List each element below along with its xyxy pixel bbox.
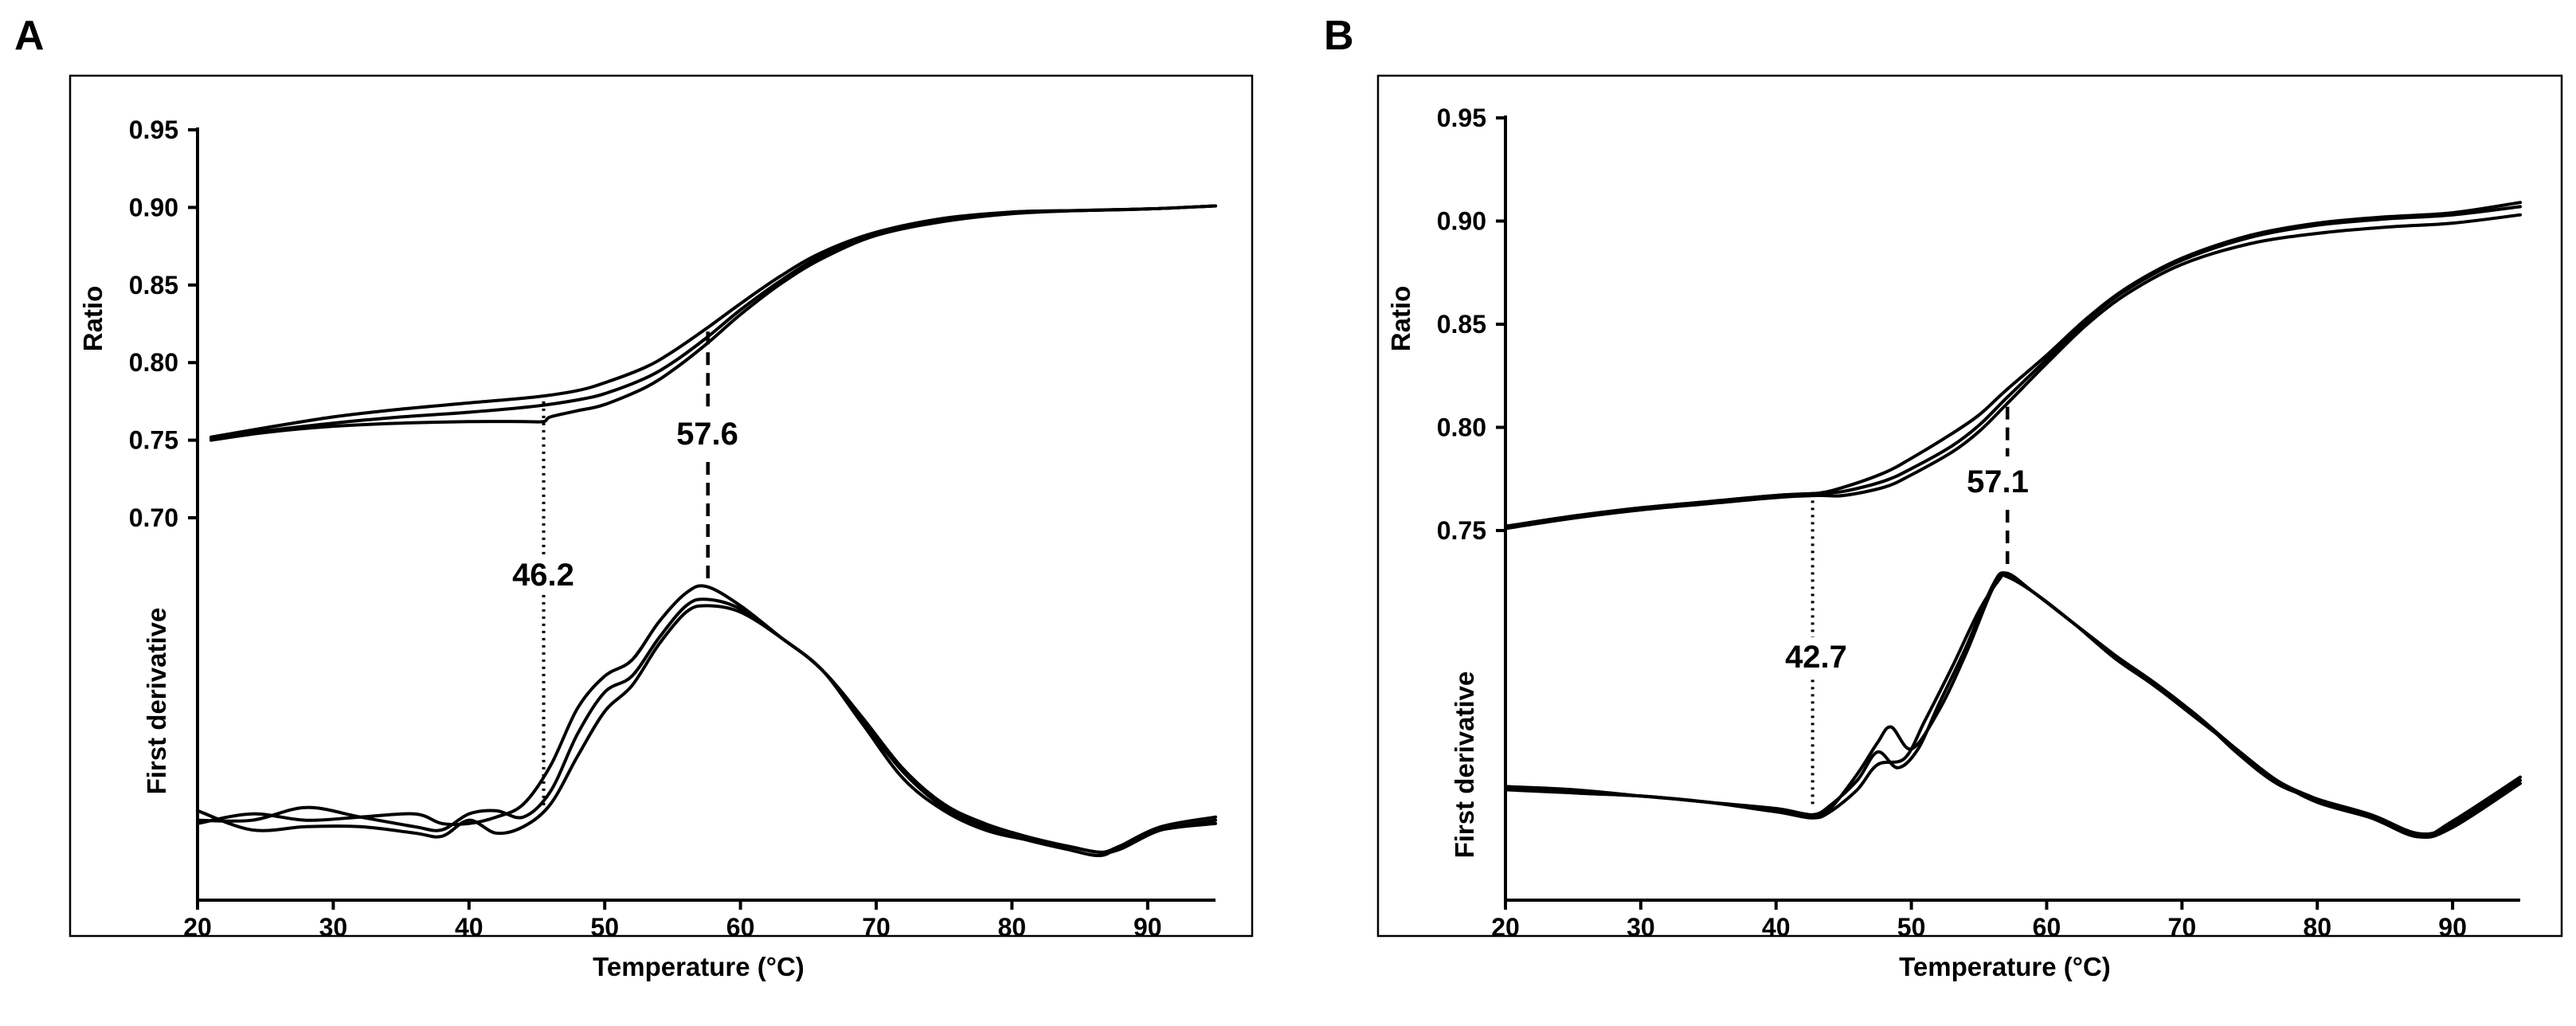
y-tick-label: 0.85 — [129, 271, 178, 300]
x-tick-label: 50 — [1897, 913, 1926, 942]
derivative-line-2 — [196, 597, 1217, 858]
annotation-bg — [505, 555, 581, 593]
annotation-bg — [1778, 637, 1854, 676]
chart-panel-b: B 20 30 40 50 60 70 80 90 0.95 0.90 0.85 0.80 0.75 Tem… — [1324, 13, 2563, 981]
x-axis-label: Temperature (°C) — [1899, 952, 2111, 981]
derivative-line-1 — [196, 584, 1217, 854]
ratio-line-1 — [209, 204, 1217, 439]
x-tick-label: 20 — [183, 913, 212, 942]
x-tick-label: 80 — [2303, 913, 2331, 942]
y-tick-label: 0.90 — [129, 193, 178, 221]
y-tick-label: 0.95 — [129, 116, 178, 144]
x-tick-label: 80 — [998, 913, 1027, 942]
y-tick-label: 0.80 — [1437, 413, 1486, 442]
annotation-label: 42.7 — [1785, 640, 1847, 675]
panel-frame — [1376, 74, 2563, 938]
y-axis-label-ratio: Ratio — [1386, 286, 1415, 352]
derivative-line-3 — [1504, 573, 2522, 840]
x-tick-label: 60 — [2033, 913, 2061, 942]
x-tick-label: 60 — [726, 913, 755, 942]
derivative-line-3 — [196, 604, 1217, 855]
x-tick-label: 70 — [862, 913, 891, 942]
panel-letter: B — [1324, 13, 1354, 59]
derivative-line-2 — [1504, 571, 2522, 836]
x-axis-label: Temperature (°C) — [593, 952, 805, 981]
ratio-line-3 — [209, 204, 1217, 442]
y-axis-label-ratio: Ratio — [78, 286, 108, 352]
annotation-label: 57.1 — [1967, 464, 2029, 499]
x-tick-label: 70 — [2168, 913, 2197, 942]
x-tick-label: 40 — [455, 913, 483, 942]
annotation-label: 57.6 — [676, 417, 738, 452]
y-tick-label: 0.95 — [1437, 104, 1486, 132]
x-tick-label: 90 — [2438, 913, 2467, 942]
x-tick-label: 30 — [319, 913, 348, 942]
x-tick-label: 30 — [1627, 913, 1655, 942]
y-axis-label-derivative: First derivative — [142, 608, 171, 795]
panel-frame — [69, 74, 1254, 938]
y-axis-label-derivative: First derivative — [1450, 672, 1479, 859]
annotation-bg — [669, 414, 746, 452]
y-tick-label: 0.85 — [1437, 310, 1486, 339]
x-tick-label: 50 — [590, 913, 619, 942]
annotation-label: 46.2 — [512, 558, 574, 593]
x-tick-label: 20 — [1491, 913, 1520, 942]
y-tick-label: 0.70 — [129, 503, 178, 532]
ratio-line-3 — [1504, 213, 2522, 531]
ratio-line-2 — [1504, 205, 2522, 528]
panel-letter: A — [14, 13, 45, 59]
x-tick-label: 40 — [1762, 913, 1791, 942]
y-tick-label: 0.75 — [1437, 516, 1486, 545]
chart-panel-a: A 20 30 40 50 60 70 80 90 0.95 0.90 0.85 0.80 0.75 0.7… — [14, 13, 1254, 981]
y-tick-label: 0.75 — [129, 426, 178, 455]
y-tick-label: 0.90 — [1437, 207, 1486, 236]
y-tick-label: 0.80 — [129, 348, 178, 377]
annotation-bg — [1959, 462, 2036, 500]
x-tick-label: 90 — [1133, 913, 1162, 942]
